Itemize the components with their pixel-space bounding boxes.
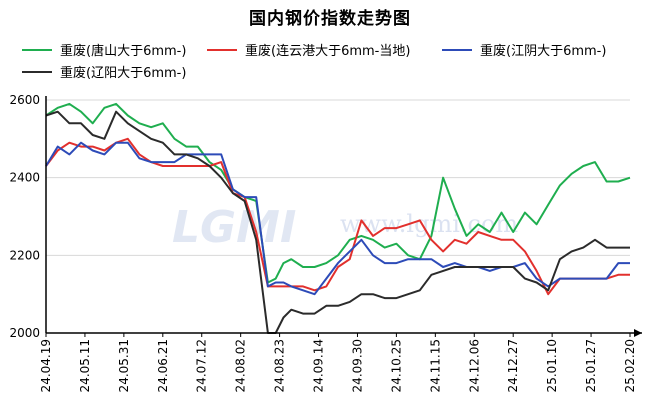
x-tick-label-14: 25.01.27 (584, 339, 598, 392)
x-tick-label-12: 24.12.27 (506, 339, 520, 392)
legend-label-jiangyin: 重废(江阴大于6mm-) (480, 44, 607, 59)
legend-item-tangshan: 重废(唐山大于6mm-) (22, 40, 186, 59)
x-tick-label-7: 24.09.14 (312, 339, 326, 392)
legend-label-liaoyang: 重废(辽阳大于6mm-) (60, 66, 187, 81)
legend-swatch-tangshan (22, 48, 52, 51)
x-tick-label-11: 24.12.06 (467, 339, 481, 392)
x-tick-label-8: 24.09.30 (350, 339, 364, 392)
y-tick-label-2600: 2600 (9, 93, 40, 107)
x-tick-label-10: 24.11.15 (428, 339, 442, 392)
legend-item-jiangyin: 重废(江阴大于6mm-) (442, 40, 606, 59)
series-line-0 (45, 102, 631, 284)
y-tick-label-2000: 2000 (9, 326, 40, 340)
series-line-2 (45, 141, 630, 296)
legend-swatch-jiangyin (442, 48, 472, 51)
legend-item-liaoyang: 重废(辽阳大于6mm-) (22, 62, 186, 81)
legend-item-lianyungang: 重废(连云港大于6mm-当地) (207, 40, 410, 59)
legend-label-lianyungang: 重废(连云港大于6mm-当地) (245, 44, 411, 59)
x-tick-label-13: 25.01.10 (545, 339, 559, 392)
x-tick-label-1: 24.05.11 (78, 339, 92, 392)
legend-swatch-liaoyang (22, 70, 52, 73)
x-axis-arrow (634, 329, 642, 337)
x-tick-label-5: 24.08.02 (234, 339, 248, 392)
watermark-logo: LGMI (172, 202, 296, 253)
legend-label-tangshan: 重废(唐山大于6mm-) (60, 44, 187, 59)
y-tick-label-2400: 2400 (9, 171, 40, 185)
x-tick-label-15: 25.02.20 (623, 339, 637, 392)
y-tick-label-2200: 2200 (9, 248, 40, 262)
series-line-3 (45, 110, 630, 334)
x-tick-label-9: 24.10.25 (389, 339, 403, 392)
series-line-1 (45, 137, 630, 296)
x-tick-label-4: 24.07.12 (195, 339, 209, 392)
x-tick-label-2: 24.05.31 (117, 339, 131, 392)
legend-swatch-lianyungang (207, 48, 237, 51)
x-tick-label-0: 24.04.19 (39, 339, 53, 392)
watermark-url: www.lgmi.com (340, 210, 518, 238)
chart-title: 国内钢价指数走势图 (249, 9, 411, 29)
x-tick-label-6: 24.08.23 (273, 339, 287, 392)
x-tick-label-3: 24.06.21 (156, 339, 170, 392)
